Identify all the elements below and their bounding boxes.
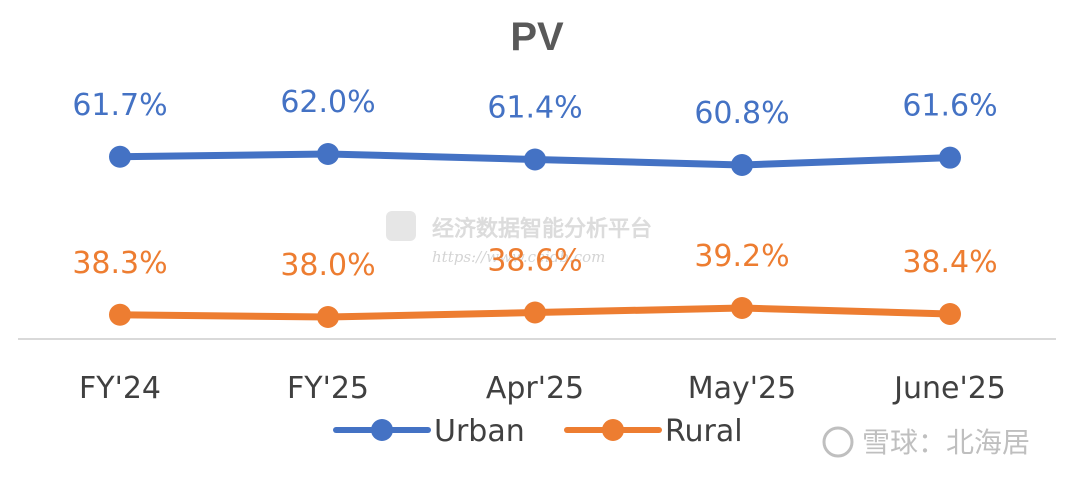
series-layer: 61.7% 62.0% 61.4% 60.8% 61.6% 38.3% 38.0% 38.6%… <box>72 85 998 328</box>
series-urban: 61.7% 62.0% 61.4% 60.8% 61.6% <box>72 85 998 176</box>
watermark-url-text: https://www.ceidb.com <box>432 248 605 266</box>
legend-item-rural: Rural <box>564 414 743 449</box>
watermark-logo-icon <box>386 211 416 241</box>
data-label-urban-4: 61.6% <box>902 89 997 124</box>
data-point-rural-0 <box>109 303 131 326</box>
x-tick-label-4: June'25 <box>892 371 1006 406</box>
legend-urban-label: Urban <box>434 414 525 449</box>
data-point-urban-4 <box>939 146 961 169</box>
data-point-urban-0 <box>109 145 131 168</box>
corner-watermark: 雪球：北海居 <box>822 426 1030 459</box>
snowball-logo-icon <box>822 426 854 458</box>
data-point-rural-1 <box>317 306 339 328</box>
data-label-rural-2: 38.6% <box>487 244 582 279</box>
data-label-urban-2: 61.4% <box>487 91 582 126</box>
data-point-urban-3 <box>731 154 753 176</box>
x-tick-label-3: May'25 <box>688 371 796 406</box>
data-label-urban-0: 61.7% <box>72 88 167 123</box>
data-point-urban-2 <box>524 148 546 171</box>
data-label-urban-1: 62.0% <box>280 85 375 120</box>
legend: Urban Rural <box>333 414 743 449</box>
data-label-rural-1: 38.0% <box>280 248 375 283</box>
data-point-urban-1 <box>317 143 339 165</box>
corner-watermark-text: 雪球：北海居 <box>862 426 1030 459</box>
data-label-rural-4: 38.4% <box>902 245 997 280</box>
legend-urban-marker <box>371 419 393 441</box>
data-label-rural-3: 39.2% <box>694 239 789 274</box>
data-point-rural-3 <box>731 297 753 319</box>
watermark-platform-text: 经济数据智能分析平台 <box>432 216 652 242</box>
data-label-rural-0: 38.3% <box>72 246 167 281</box>
x-tick-label-0: FY'24 <box>79 371 161 406</box>
data-point-rural-4 <box>939 303 961 325</box>
chart-title: PV <box>510 15 564 59</box>
legend-rural-label: Rural <box>665 414 743 449</box>
x-tick-labels: FY'24 FY'25 Apr'25 May'25 June'25 <box>79 371 1006 406</box>
legend-rural-marker <box>602 419 624 441</box>
x-tick-label-2: Apr'25 <box>486 371 584 406</box>
x-tick-label-1: FY'25 <box>287 371 369 406</box>
center-watermark: 经济数据智能分析平台 https://www.ceidb.com <box>386 211 652 266</box>
data-label-urban-3: 60.8% <box>694 96 789 131</box>
series-rural: 38.3% 38.0% 38.6% 39.2% 38.4% <box>72 239 998 328</box>
data-point-rural-2 <box>524 301 546 324</box>
legend-item-urban: Urban <box>333 414 525 449</box>
